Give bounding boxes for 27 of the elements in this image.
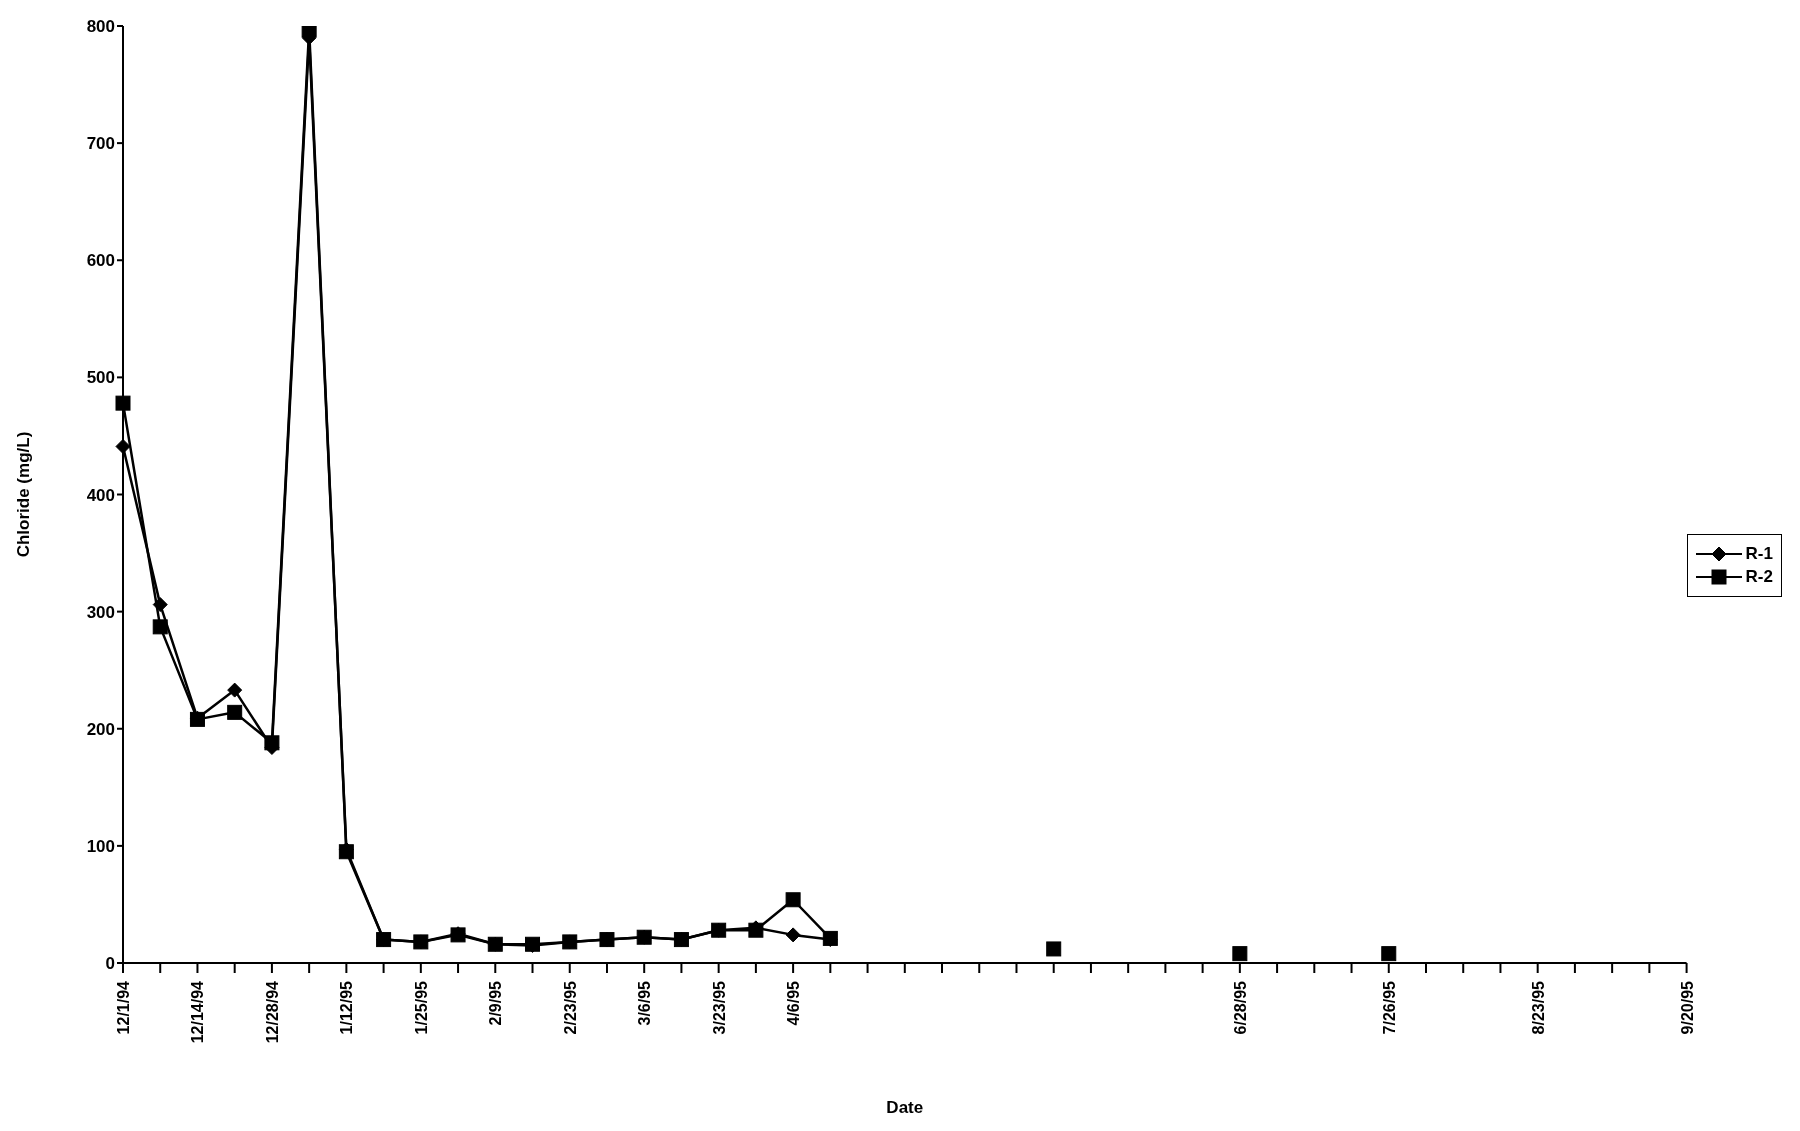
x-tick-label: 12/1/94 — [115, 980, 132, 1035]
y-tick-label: 600 — [86, 251, 115, 271]
x-tick-label: 2/9/95 — [487, 980, 505, 1026]
x-tick-label: 6/28/95 — [1231, 980, 1249, 1035]
legend-label: R-2 — [1745, 567, 1773, 587]
x-tick-label: 1/25/95 — [412, 980, 430, 1035]
y-tick-label: 0 — [105, 954, 115, 974]
x-tick-label: 3/23/95 — [710, 980, 728, 1035]
x-tick-label: 7/26/95 — [1380, 980, 1398, 1035]
y-tick-label: 800 — [86, 17, 115, 37]
y-tick-label: 400 — [86, 485, 115, 505]
y-tick-label: 500 — [86, 368, 115, 388]
x-tick-label: 1/12/95 — [338, 980, 356, 1035]
y-tick-label: 300 — [86, 602, 115, 622]
y-tick-label: 100 — [86, 836, 115, 856]
x-tick-label: 2/23/95 — [561, 980, 579, 1035]
x-axis-title: Date — [886, 1098, 924, 1117]
x-tick-label: 4/6/95 — [785, 980, 803, 1026]
y-tick-label: 200 — [86, 719, 115, 739]
x-tick-label: 12/28/94 — [263, 980, 281, 1044]
x-tick-label: 8/23/95 — [1529, 980, 1547, 1035]
x-tick-label: 9/20/95 — [1678, 980, 1696, 1035]
x-tick-label: 3/6/95 — [636, 980, 654, 1026]
x-tick-label: 12/14/94 — [189, 980, 207, 1044]
y-tick-label: 700 — [86, 134, 115, 154]
y-axis-title: Chloride (mg/L) — [14, 431, 34, 558]
legend-label: R-1 — [1745, 544, 1773, 564]
